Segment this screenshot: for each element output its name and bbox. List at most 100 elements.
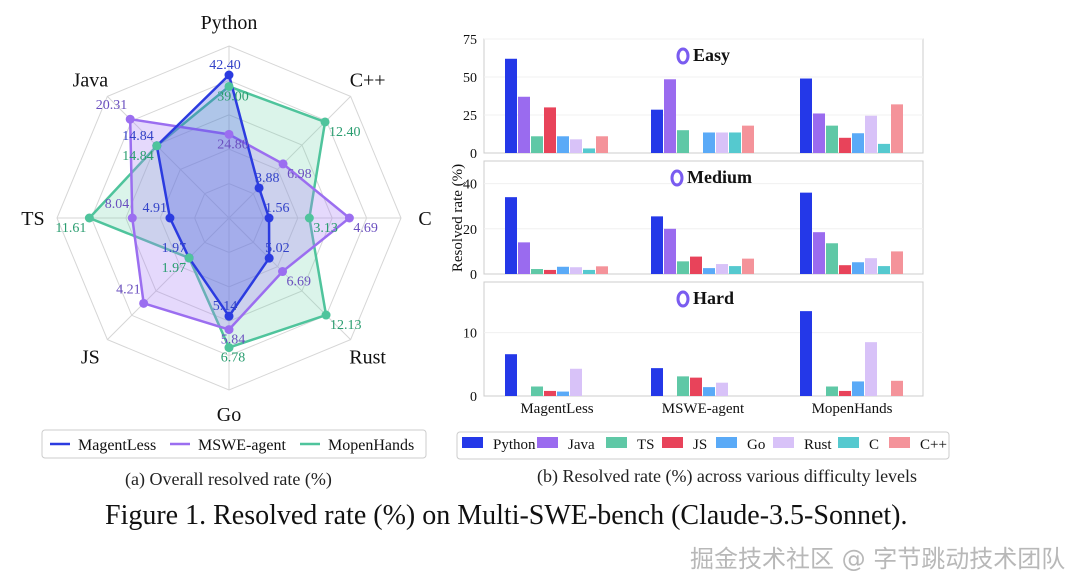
bar-easy-ts — [531, 136, 543, 153]
bar-medium-cpp — [596, 266, 608, 274]
bar-hard-go — [703, 387, 715, 396]
axis-label-python: Python — [201, 12, 258, 34]
radar-point — [304, 213, 314, 223]
panel-logo-icon — [676, 290, 690, 308]
bar-medium-c — [878, 266, 890, 274]
legend-swatch-rust — [773, 437, 794, 448]
bar-easy-ts — [826, 125, 838, 153]
radar-value-label: 5.14 — [213, 299, 238, 314]
bar-easy-java — [518, 96, 530, 153]
radar-point — [264, 213, 274, 223]
bar-medium-rust — [716, 264, 728, 274]
bar-easy-cpp — [742, 125, 754, 153]
radar-point — [139, 298, 149, 308]
bar-hard-js — [544, 390, 556, 396]
y-axis-label: Resolved rate (%) — [450, 164, 466, 272]
bar-medium-cpp — [891, 251, 903, 274]
bar-medium-rust — [570, 267, 582, 274]
radar-value-label: 5.84 — [221, 333, 246, 348]
bar-easy-java — [813, 113, 825, 153]
bar-hard-go — [852, 381, 864, 396]
bar-medium-python — [505, 197, 517, 274]
axis-label-ts: TS — [21, 208, 44, 230]
axis-label-cpp: C++ — [350, 69, 386, 91]
radar-value-label: 5.02 — [265, 241, 290, 256]
bar-medium-rust — [865, 258, 877, 274]
radar-value-label: 6.78 — [221, 351, 246, 366]
bar-hard-js — [839, 390, 851, 396]
panel-hard — [483, 281, 924, 397]
bar-hard-python — [651, 368, 663, 396]
radar-value-label: 8.04 — [105, 197, 130, 212]
bar-chart: Resolved rate (%) 0 25 50 75 Easy 0 20 40 Medium 0… — [450, 33, 950, 460]
legend-label-cpp: C++ — [920, 437, 947, 453]
bar-medium-cpp — [742, 258, 754, 274]
bar-medium-c — [729, 266, 741, 274]
radar-point — [224, 325, 234, 335]
radar-point — [125, 114, 135, 124]
bar-hard-go — [557, 391, 569, 396]
y-tick-label: 20 — [463, 223, 477, 238]
bar-medium-js — [690, 256, 702, 274]
bar-easy-rust — [716, 132, 728, 153]
bar-easy-cpp — [891, 104, 903, 153]
bar-hard-ts — [677, 376, 689, 396]
bar-legend — [456, 431, 950, 460]
bar-hard-ts — [531, 386, 543, 396]
radar-point — [165, 213, 175, 223]
legend-label-ts: TS — [637, 437, 655, 453]
bar-medium-c — [583, 269, 595, 274]
radar-legend — [41, 429, 427, 459]
legend-label-python: Python — [493, 437, 536, 453]
radar-spoke — [228, 217, 351, 340]
bar-easy-rust — [570, 139, 582, 153]
y-tick-label: 40 — [463, 178, 477, 193]
bar-easy-c — [583, 148, 595, 153]
radar-chart: Python C++ C Rust Go JS TS Java 42.40 3.88 1.56 5.0… — [21, 12, 432, 459]
radar-value-label: 4.21 — [116, 282, 141, 297]
radar-point — [224, 311, 234, 321]
radar-point — [321, 310, 331, 320]
bar-easy-python — [505, 58, 517, 154]
radar-value-label: 4.69 — [353, 221, 378, 236]
y-tick-label: 75 — [463, 33, 477, 48]
bar-easy-java — [664, 79, 676, 153]
radar-value-label: 12.13 — [330, 318, 362, 333]
radar-point — [152, 141, 162, 151]
bar-medium-python — [800, 192, 812, 274]
logo-ring-icon — [670, 169, 684, 187]
radar-point — [184, 253, 194, 263]
panel-logo-icon — [670, 169, 684, 187]
radar-value-label: 1.56 — [265, 201, 290, 216]
bar-easy-python — [651, 109, 663, 153]
radar-point — [254, 183, 264, 193]
bar-medium-go — [557, 266, 569, 274]
radar-value-label: 3.88 — [255, 171, 280, 186]
y-tick-label: 10 — [463, 327, 477, 342]
bar-easy-ts — [677, 130, 689, 153]
bar-easy-js — [839, 137, 851, 153]
radar-value-label: 14.84 — [122, 149, 154, 164]
bar-easy-c — [878, 143, 890, 153]
y-tick-label: 0 — [470, 147, 477, 162]
legend-label-go: Go — [747, 437, 765, 453]
bar-medium-java — [518, 242, 530, 274]
bar-medium-java — [664, 228, 676, 274]
radar-point — [278, 267, 288, 277]
bar-medium-ts — [531, 269, 543, 274]
legend-label-mswe-agent: MSWE-agent — [198, 437, 287, 454]
legend-label-rust: Rust — [804, 437, 832, 453]
bar-medium-js — [839, 265, 851, 274]
logo-ring-icon — [676, 47, 690, 65]
radar-point — [278, 159, 288, 169]
bar-easy-c — [729, 132, 741, 153]
bar-hard-rust — [570, 368, 582, 396]
radar-spoke — [228, 96, 351, 219]
radar-value-label: 4.91 — [142, 201, 167, 216]
legend-label-mopenhands: MopenHands — [328, 437, 414, 454]
legend-swatch-go — [716, 437, 737, 448]
legend-label-js: JS — [693, 437, 707, 453]
bar-easy-go — [557, 136, 569, 153]
bar-hard-rust — [716, 382, 728, 396]
